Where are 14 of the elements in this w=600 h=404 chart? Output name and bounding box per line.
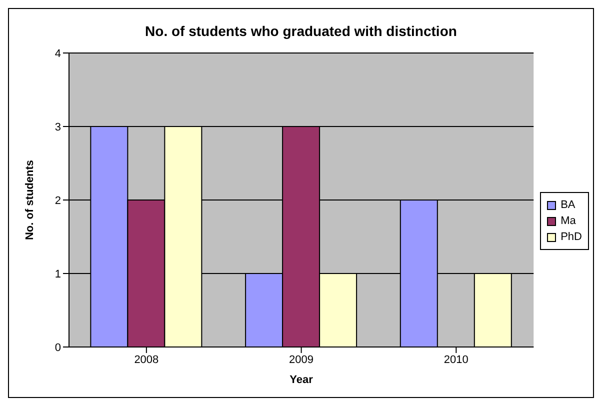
y-tick-label: 2 [54, 194, 61, 207]
legend-label: Ma [560, 214, 576, 229]
x-tick-label: 2008 [134, 354, 159, 366]
y-tick-label: 0 [54, 342, 61, 354]
y-tick-label: 3 [54, 121, 61, 134]
y-tick-label: 1 [54, 268, 61, 280]
y-tick-label: 4 [54, 48, 61, 60]
x-axis-title: Year [290, 374, 314, 386]
x-tick-label: 2010 [444, 354, 468, 366]
legend-label: BA [560, 198, 576, 213]
legend-label: PhD [560, 230, 582, 245]
x-tick-label: 2009 [289, 354, 314, 366]
y-axis-title: No. of students [24, 160, 36, 240]
chart-title: No. of students who graduated with distinction [144, 22, 458, 41]
